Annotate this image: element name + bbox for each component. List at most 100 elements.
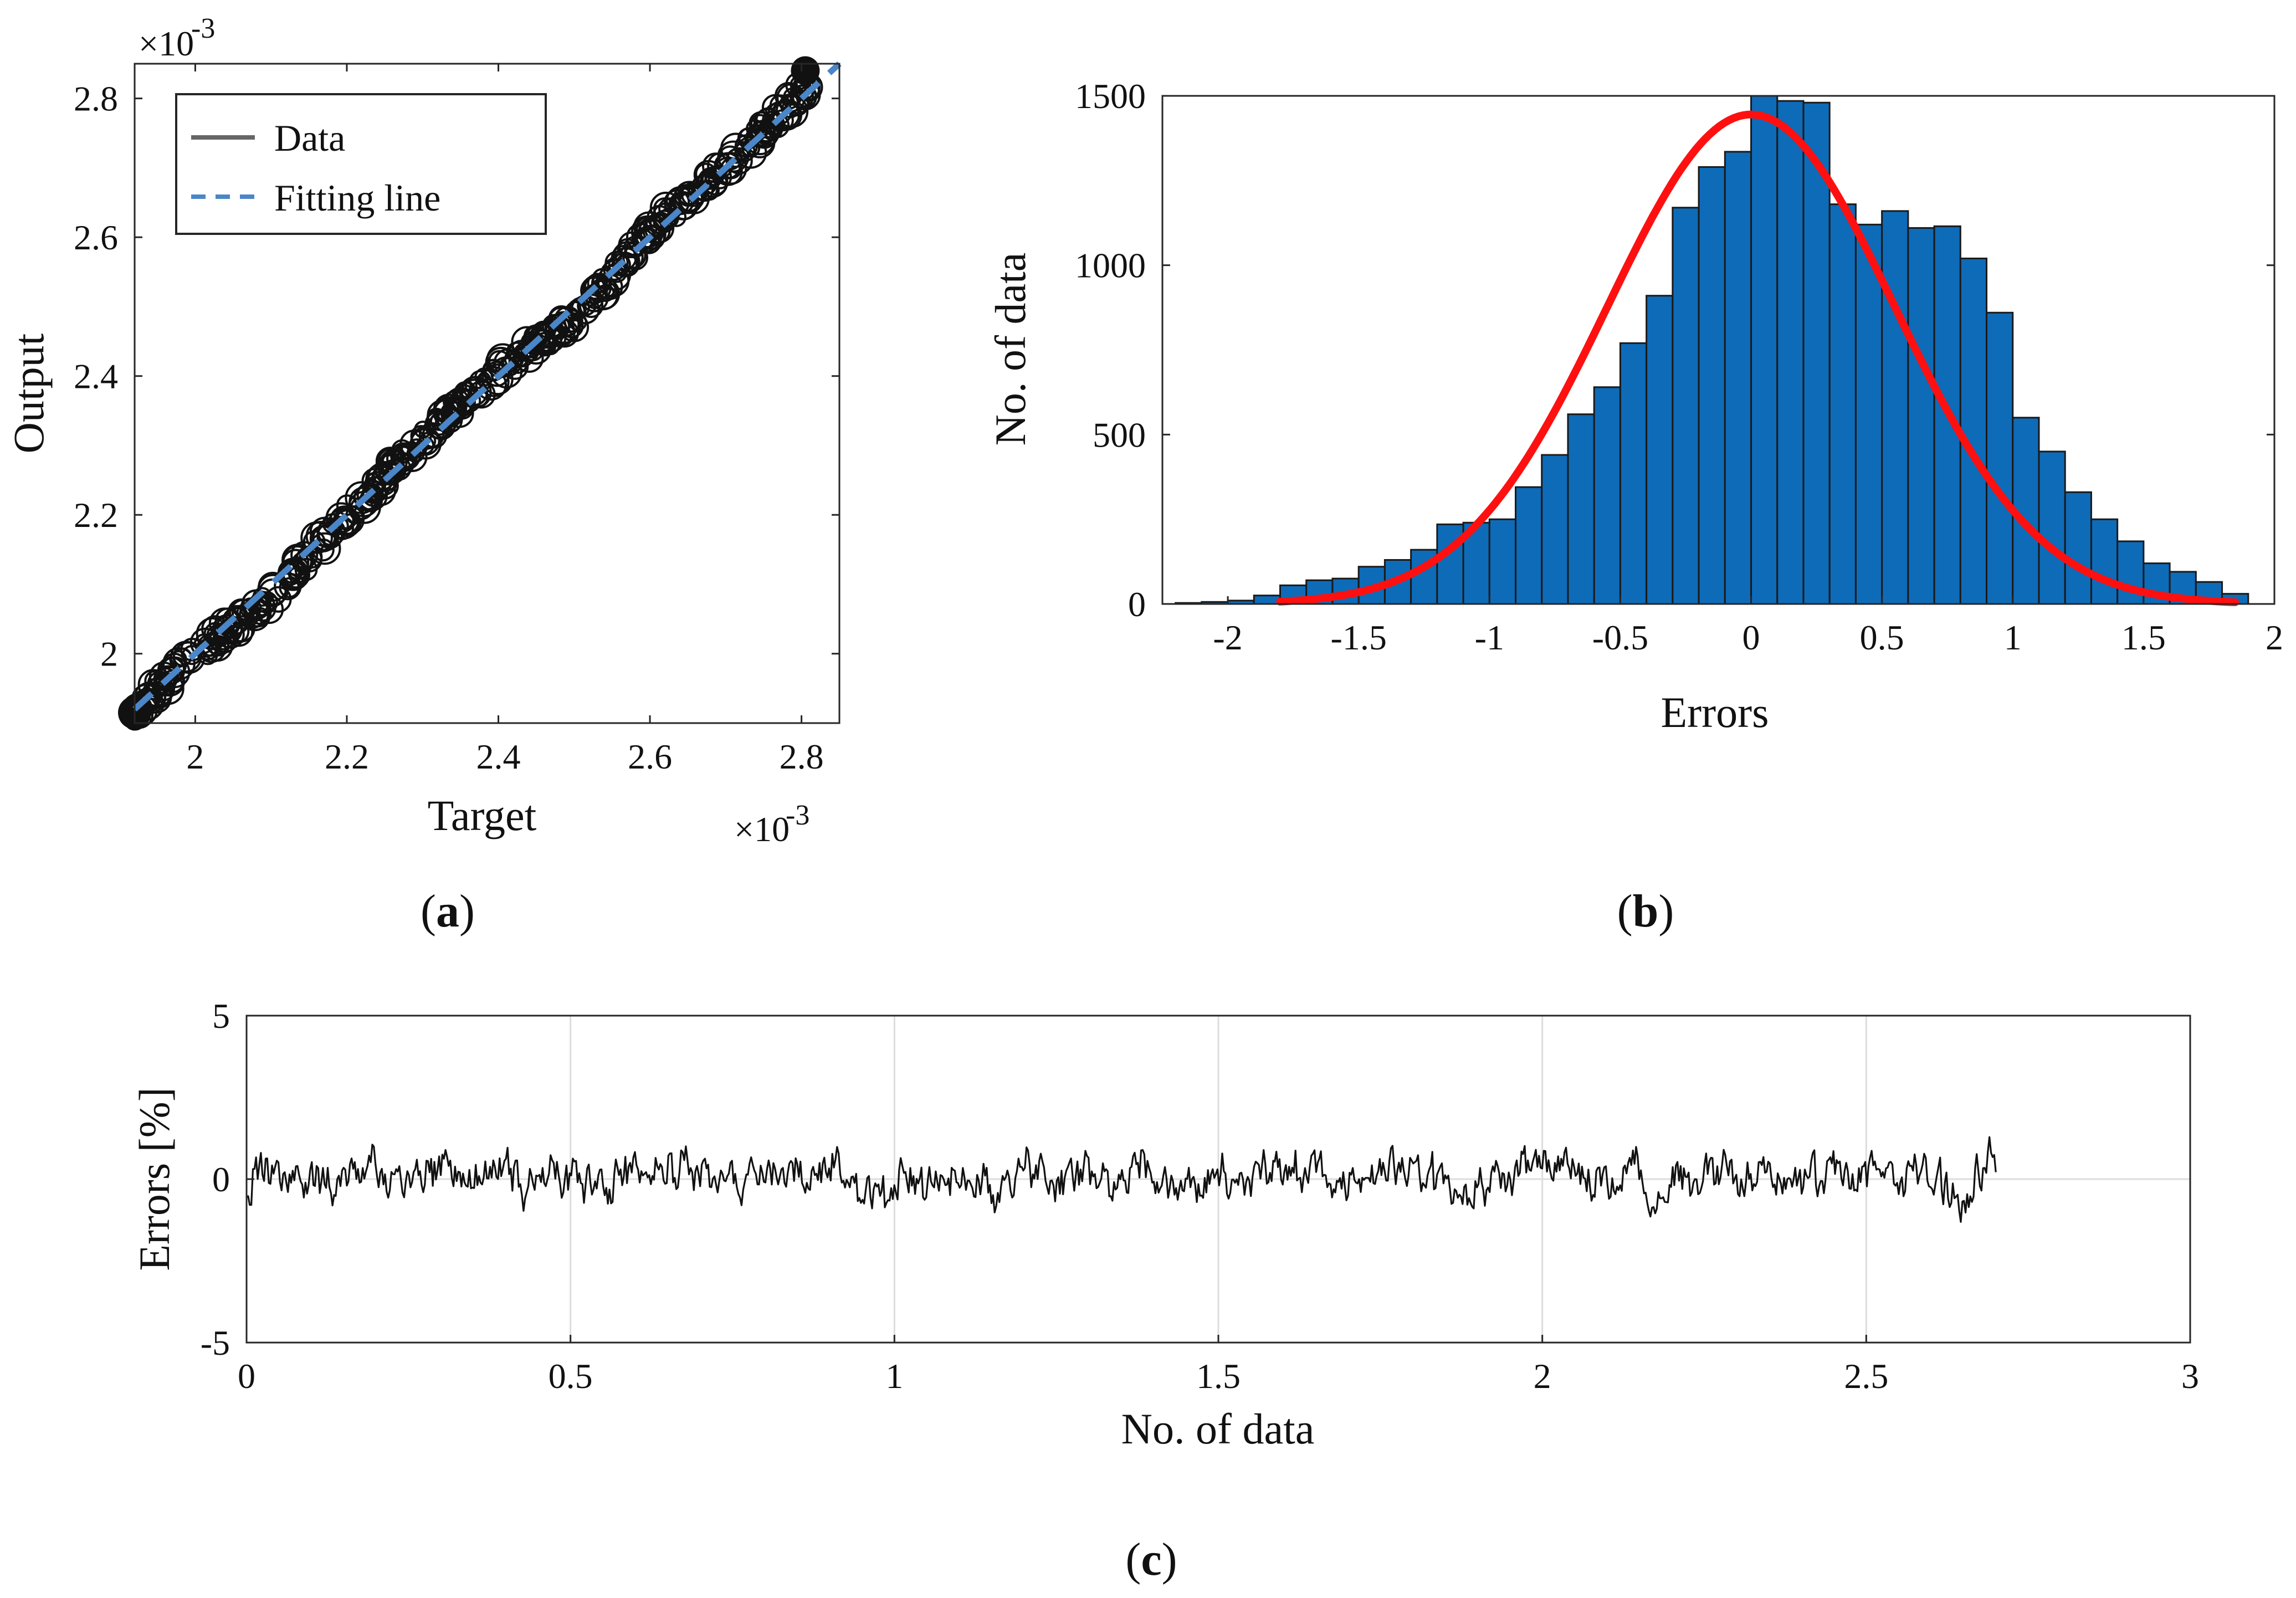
a-data-point xyxy=(791,56,820,85)
b-plot-frame xyxy=(1161,95,2276,605)
b-x-tick-label: -2 xyxy=(1213,618,1242,657)
b-y-tick-label: 1000 xyxy=(1075,246,1146,285)
b-bar xyxy=(1881,210,1909,605)
a-x-exponent-power-bottom: -3 xyxy=(786,800,809,831)
b-x-tick-label: 1.5 xyxy=(2121,618,2166,657)
panel-label-c: (c) xyxy=(1125,1534,1177,1585)
a-data-point xyxy=(153,667,178,692)
a-data-point xyxy=(162,647,196,680)
b-x-tick-label: 1 xyxy=(2004,618,2022,657)
c-x-tick-label: 2.5 xyxy=(1844,1356,1888,1396)
c-x-tick-label: 2 xyxy=(1534,1356,1551,1396)
c-error-series xyxy=(246,1136,1997,1223)
a-x-ticks: 2 2.2 2.4 2.6 2.8 xyxy=(186,64,824,776)
b-y-ticks: 0 500 1000 1500 xyxy=(1075,76,2274,624)
b-bar xyxy=(1828,203,1857,605)
b-x-ticks: -2 -1.5 -1 -0.5 0 0.5 1 1.5 2 xyxy=(1213,596,2283,657)
b-bar xyxy=(1724,151,1752,605)
b-y-tick-label: 0 xyxy=(1128,585,1146,624)
a-data-point xyxy=(334,505,358,530)
a-data-point xyxy=(157,665,179,687)
b-bar xyxy=(1698,166,1726,605)
b-bar xyxy=(2038,450,2066,605)
b-bar xyxy=(1646,295,1674,605)
a-data-point xyxy=(170,641,202,673)
b-bar xyxy=(1593,386,1621,605)
b-bar xyxy=(1436,523,1464,605)
panel-a-scatter: 2 2.2 2.4 2.6 2.8 2 2.2 2.4 2.6 2.8 ×10 -3 Targe… xyxy=(4,13,842,849)
a-data-point xyxy=(361,483,382,504)
b-x-tick-label: 0 xyxy=(1742,618,1760,657)
a-data-point xyxy=(410,426,440,456)
panel-label-a: (a) xyxy=(421,885,475,937)
a-plot-frame xyxy=(134,63,840,724)
c-y-ticks: -5 0 5 xyxy=(201,996,254,1363)
a-data-point xyxy=(459,376,492,409)
b-y-tick-label: 1500 xyxy=(1075,76,1146,116)
a-data-point xyxy=(468,387,489,408)
a-data-point xyxy=(364,470,392,499)
c-x-tick-label: 0 xyxy=(238,1356,255,1396)
a-data-point xyxy=(631,215,664,249)
a-data-point xyxy=(580,276,608,305)
a-data-point xyxy=(325,502,357,534)
a-y-tick-label: 2.4 xyxy=(74,357,118,396)
c-xlabel: No. of data xyxy=(1121,1405,1315,1453)
a-data-point xyxy=(693,180,714,201)
a-xlabel: Target xyxy=(428,791,537,839)
a-data-point xyxy=(639,224,665,250)
b-bar xyxy=(1672,207,1700,605)
b-x-tick-label: -1.5 xyxy=(1331,618,1387,657)
a-data-point xyxy=(478,366,510,397)
a-data-point xyxy=(668,191,698,221)
a-x-tick-label: 2.6 xyxy=(628,737,672,776)
b-bar xyxy=(2090,518,2119,605)
a-data-point xyxy=(511,326,543,358)
a-data-point xyxy=(725,147,753,175)
a-data-point xyxy=(201,615,229,643)
a-ylabel: Output xyxy=(4,333,53,453)
c-y-tick-label: -5 xyxy=(201,1323,230,1363)
c-ylabel: Errors [%] xyxy=(130,1087,178,1271)
b-bar xyxy=(1986,311,2014,605)
b-normal-fit-curve xyxy=(1276,110,2239,606)
a-x-tick-label: 2 xyxy=(186,737,204,776)
b-bar xyxy=(2064,491,2092,605)
a-data-point xyxy=(214,607,242,634)
a-data-point xyxy=(255,591,279,614)
c-x-tick-label: 0.5 xyxy=(549,1356,593,1396)
a-data-point xyxy=(749,119,779,149)
b-x-tick-label: 2 xyxy=(2266,618,2283,657)
a-x-exponent-base-bottom: ×10 xyxy=(734,810,790,849)
b-xlabel: Errors xyxy=(1661,688,1769,736)
a-y-tick-label: 2.2 xyxy=(74,495,118,535)
a-legend: Data Fitting line xyxy=(175,93,547,235)
a-legend-box xyxy=(175,93,547,235)
a-fitting-line xyxy=(132,61,842,712)
b-bar xyxy=(1854,223,1883,605)
c-y-tick-label: 5 xyxy=(212,996,230,1036)
b-bar xyxy=(1907,227,1935,605)
a-data-point xyxy=(281,544,315,577)
a-data-point xyxy=(386,444,415,474)
a-data-point xyxy=(300,521,333,554)
b-bar xyxy=(1253,595,1282,605)
b-x-tick-label: 0.5 xyxy=(1860,618,1904,657)
c-x-tick-label: 1 xyxy=(885,1356,903,1396)
a-x-tick-label: 2.4 xyxy=(476,737,521,776)
a-data-point xyxy=(303,530,326,553)
b-bar xyxy=(1750,95,1779,605)
c-y-tick-label: 0 xyxy=(212,1160,230,1199)
c-x-tick-label: 3 xyxy=(2181,1356,2199,1396)
a-x-exponent-power: -3 xyxy=(191,13,215,44)
b-bar xyxy=(1567,413,1595,605)
a-data-point xyxy=(212,614,243,645)
a-data-point xyxy=(437,407,463,433)
b-bar xyxy=(1488,518,1517,605)
b-bar xyxy=(1541,454,1569,605)
a-data-point xyxy=(484,361,510,387)
a-data-point xyxy=(208,635,230,657)
panel-label-b: (b) xyxy=(1617,885,1674,937)
c-x-ticks: 0 0.5 1 1.5 2 2.5 3 xyxy=(238,1335,2199,1396)
